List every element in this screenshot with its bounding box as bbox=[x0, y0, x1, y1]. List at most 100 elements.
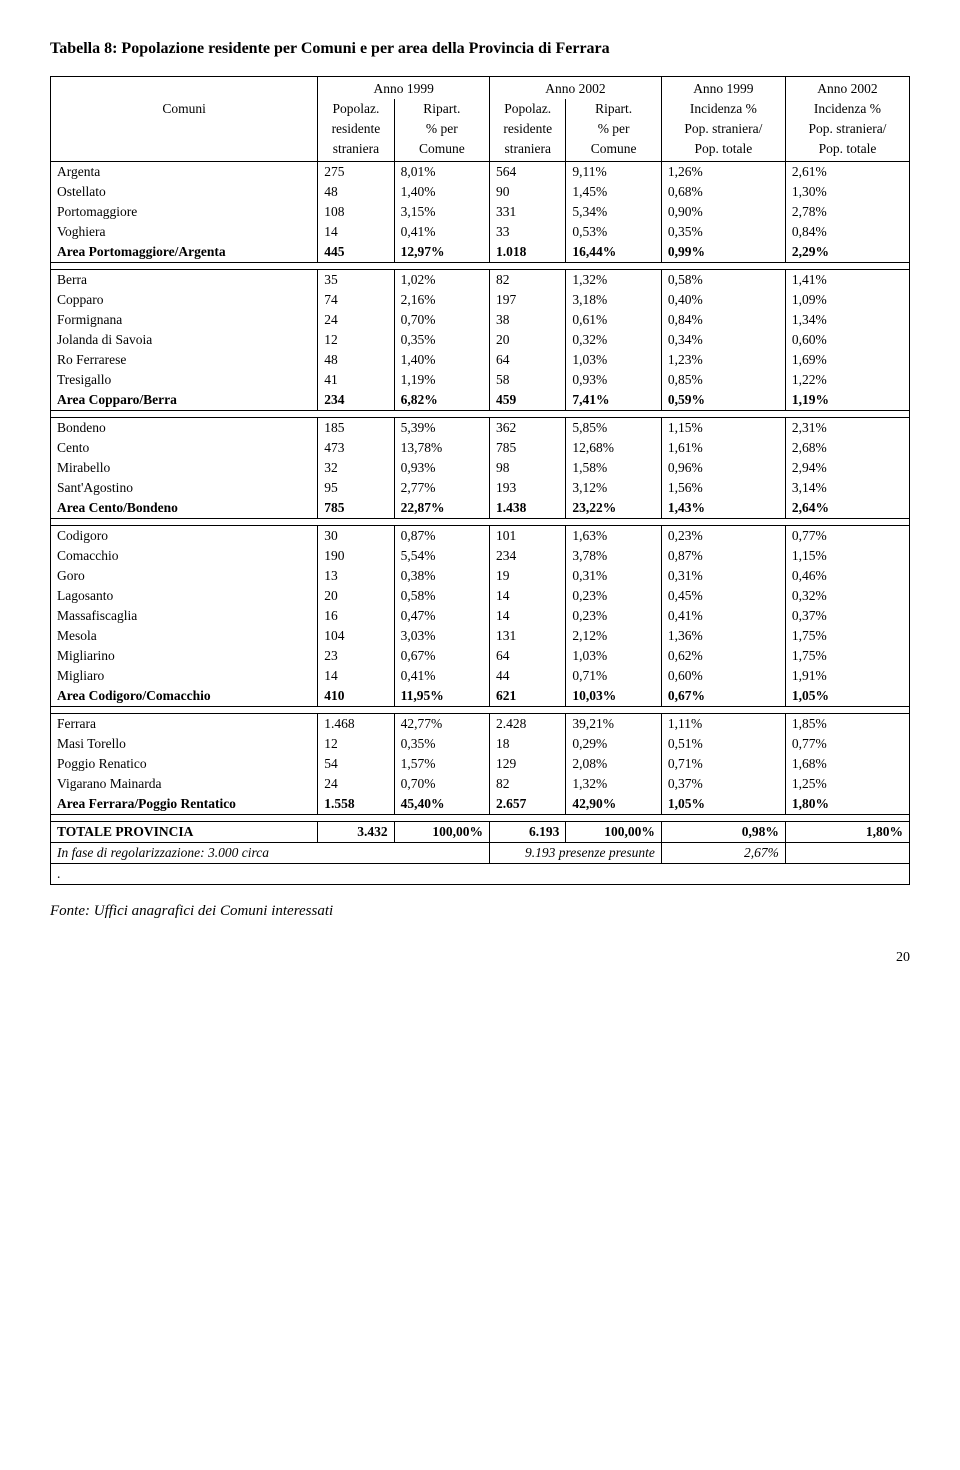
table-cell: 0,58% bbox=[661, 270, 785, 291]
table-cell: 5,85% bbox=[566, 418, 661, 439]
table-cell: 0,70% bbox=[394, 310, 489, 330]
table-row: Codigoro300,87%1011,63%0,23%0,77% bbox=[51, 526, 910, 547]
table-row: Ferrara1.46842,77%2.42839,21%1,11%1,85% bbox=[51, 714, 910, 735]
table-cell: 1,32% bbox=[566, 270, 661, 291]
table-cell: 100,00% bbox=[566, 822, 661, 843]
table-cell: 35 bbox=[318, 270, 394, 291]
table-row: Ro Ferrarese481,40%641,03%1,23%1,69% bbox=[51, 350, 910, 370]
spacer-row bbox=[51, 519, 910, 526]
table-cell: 2,16% bbox=[394, 290, 489, 310]
table-cell: 1,41% bbox=[785, 270, 909, 291]
table-cell: 0,93% bbox=[394, 458, 489, 478]
table-cell: 1,05% bbox=[661, 794, 785, 815]
table-cell: 14 bbox=[490, 586, 566, 606]
table-cell: 1,85% bbox=[785, 714, 909, 735]
table-cell: 0,60% bbox=[785, 330, 909, 350]
header-1999-b: Anno 1999 bbox=[661, 77, 785, 100]
header-comuni: Comuni bbox=[51, 77, 318, 140]
table-cell: 42,90% bbox=[566, 794, 661, 815]
source-note: Fonte: Uffici anagrafici dei Comuni inte… bbox=[50, 903, 910, 920]
table-cell: 0,37% bbox=[661, 774, 785, 794]
table-cell: 41 bbox=[318, 370, 394, 390]
table-row: Portomaggiore1083,15%3315,34%0,90%2,78% bbox=[51, 202, 910, 222]
table-cell: 32 bbox=[318, 458, 394, 478]
table-cell: 12 bbox=[318, 734, 394, 754]
table-row: Area Codigoro/Comacchio41011,95%62110,03… bbox=[51, 686, 910, 707]
page-number: 20 bbox=[50, 950, 910, 966]
table-cell: 9,11% bbox=[566, 162, 661, 183]
table-cell: 0,87% bbox=[661, 546, 785, 566]
table-cell: 38 bbox=[490, 310, 566, 330]
table-cell: 234 bbox=[318, 390, 394, 411]
table-cell: 5,54% bbox=[394, 546, 489, 566]
table-cell: 1,43% bbox=[661, 498, 785, 519]
h-pper2: % per bbox=[566, 119, 661, 139]
table-cell: 1.438 bbox=[490, 498, 566, 519]
table-cell: 0,45% bbox=[661, 586, 785, 606]
table-cell: 45,40% bbox=[394, 794, 489, 815]
table-cell: 0,67% bbox=[661, 686, 785, 707]
table-cell: Comacchio bbox=[51, 546, 318, 566]
table-row: Argenta2758,01%5649,11%1,26%2,61% bbox=[51, 162, 910, 183]
table-cell: 20 bbox=[318, 586, 394, 606]
table-cell: Jolanda di Savoia bbox=[51, 330, 318, 350]
table-cell: 82 bbox=[490, 270, 566, 291]
table-cell: 1,15% bbox=[661, 418, 785, 439]
table-cell: 1,23% bbox=[661, 350, 785, 370]
table-cell: 0,99% bbox=[661, 242, 785, 263]
table-cell: 0,62% bbox=[661, 646, 785, 666]
table-cell: 14 bbox=[318, 666, 394, 686]
table-cell: 108 bbox=[318, 202, 394, 222]
table-cell: 0,38% bbox=[394, 566, 489, 586]
table-cell: 1,03% bbox=[566, 646, 661, 666]
table-cell: 5,39% bbox=[394, 418, 489, 439]
table-cell: 1,09% bbox=[785, 290, 909, 310]
table-cell: 1,45% bbox=[566, 182, 661, 202]
h-com1: Comune bbox=[394, 139, 489, 162]
table-cell: 2,08% bbox=[566, 754, 661, 774]
table-cell: 2,31% bbox=[785, 418, 909, 439]
table-cell: 1,56% bbox=[661, 478, 785, 498]
table-cell: 445 bbox=[318, 242, 394, 263]
table-cell: 0,67% bbox=[394, 646, 489, 666]
table-row: Sant'Agostino952,77%1933,12%1,56%3,14% bbox=[51, 478, 910, 498]
table-cell: 0,98% bbox=[661, 822, 785, 843]
table-cell: Copparo bbox=[51, 290, 318, 310]
table-row: Area Cento/Bondeno78522,87%1.43823,22%1,… bbox=[51, 498, 910, 519]
table-cell: Area Portomaggiore/Argenta bbox=[51, 242, 318, 263]
table-cell: 1,40% bbox=[394, 350, 489, 370]
table-cell: 1.018 bbox=[490, 242, 566, 263]
table-cell: 1,19% bbox=[394, 370, 489, 390]
table-cell: 473 bbox=[318, 438, 394, 458]
table-row: Mirabello320,93%981,58%0,96%2,94% bbox=[51, 458, 910, 478]
table-cell: 1,69% bbox=[785, 350, 909, 370]
table-cell: 1,32% bbox=[566, 774, 661, 794]
table-cell: 564 bbox=[490, 162, 566, 183]
table-cell: 13,78% bbox=[394, 438, 489, 458]
table-cell: 0,53% bbox=[566, 222, 661, 242]
table-row: Poggio Renatico541,57%1292,08%0,71%1,68% bbox=[51, 754, 910, 774]
table-cell: Lagosanto bbox=[51, 586, 318, 606]
table-row: Comacchio1905,54%2343,78%0,87%1,15% bbox=[51, 546, 910, 566]
table-cell: 44 bbox=[490, 666, 566, 686]
table-cell: 785 bbox=[490, 438, 566, 458]
table-cell: 24 bbox=[318, 310, 394, 330]
table-cell: 1,15% bbox=[785, 546, 909, 566]
table-cell: 0,23% bbox=[566, 586, 661, 606]
table-cell: 14 bbox=[318, 222, 394, 242]
table-cell: 1,40% bbox=[394, 182, 489, 202]
h-com2: Comune bbox=[566, 139, 661, 162]
table-cell: 104 bbox=[318, 626, 394, 646]
table-cell: 0,35% bbox=[394, 330, 489, 350]
table-cell: 19 bbox=[490, 566, 566, 586]
table-cell: 3,15% bbox=[394, 202, 489, 222]
table-row: Tresigallo411,19%580,93%0,85%1,22% bbox=[51, 370, 910, 390]
table-cell: 100,00% bbox=[394, 822, 489, 843]
table-cell: 1.468 bbox=[318, 714, 394, 735]
table-cell: 42,77% bbox=[394, 714, 489, 735]
table-cell: 3,78% bbox=[566, 546, 661, 566]
table-cell: Portomaggiore bbox=[51, 202, 318, 222]
table-cell: 12 bbox=[318, 330, 394, 350]
spacer-row bbox=[51, 815, 910, 822]
table-row: Migliaro140,41%440,71%0,60%1,91% bbox=[51, 666, 910, 686]
